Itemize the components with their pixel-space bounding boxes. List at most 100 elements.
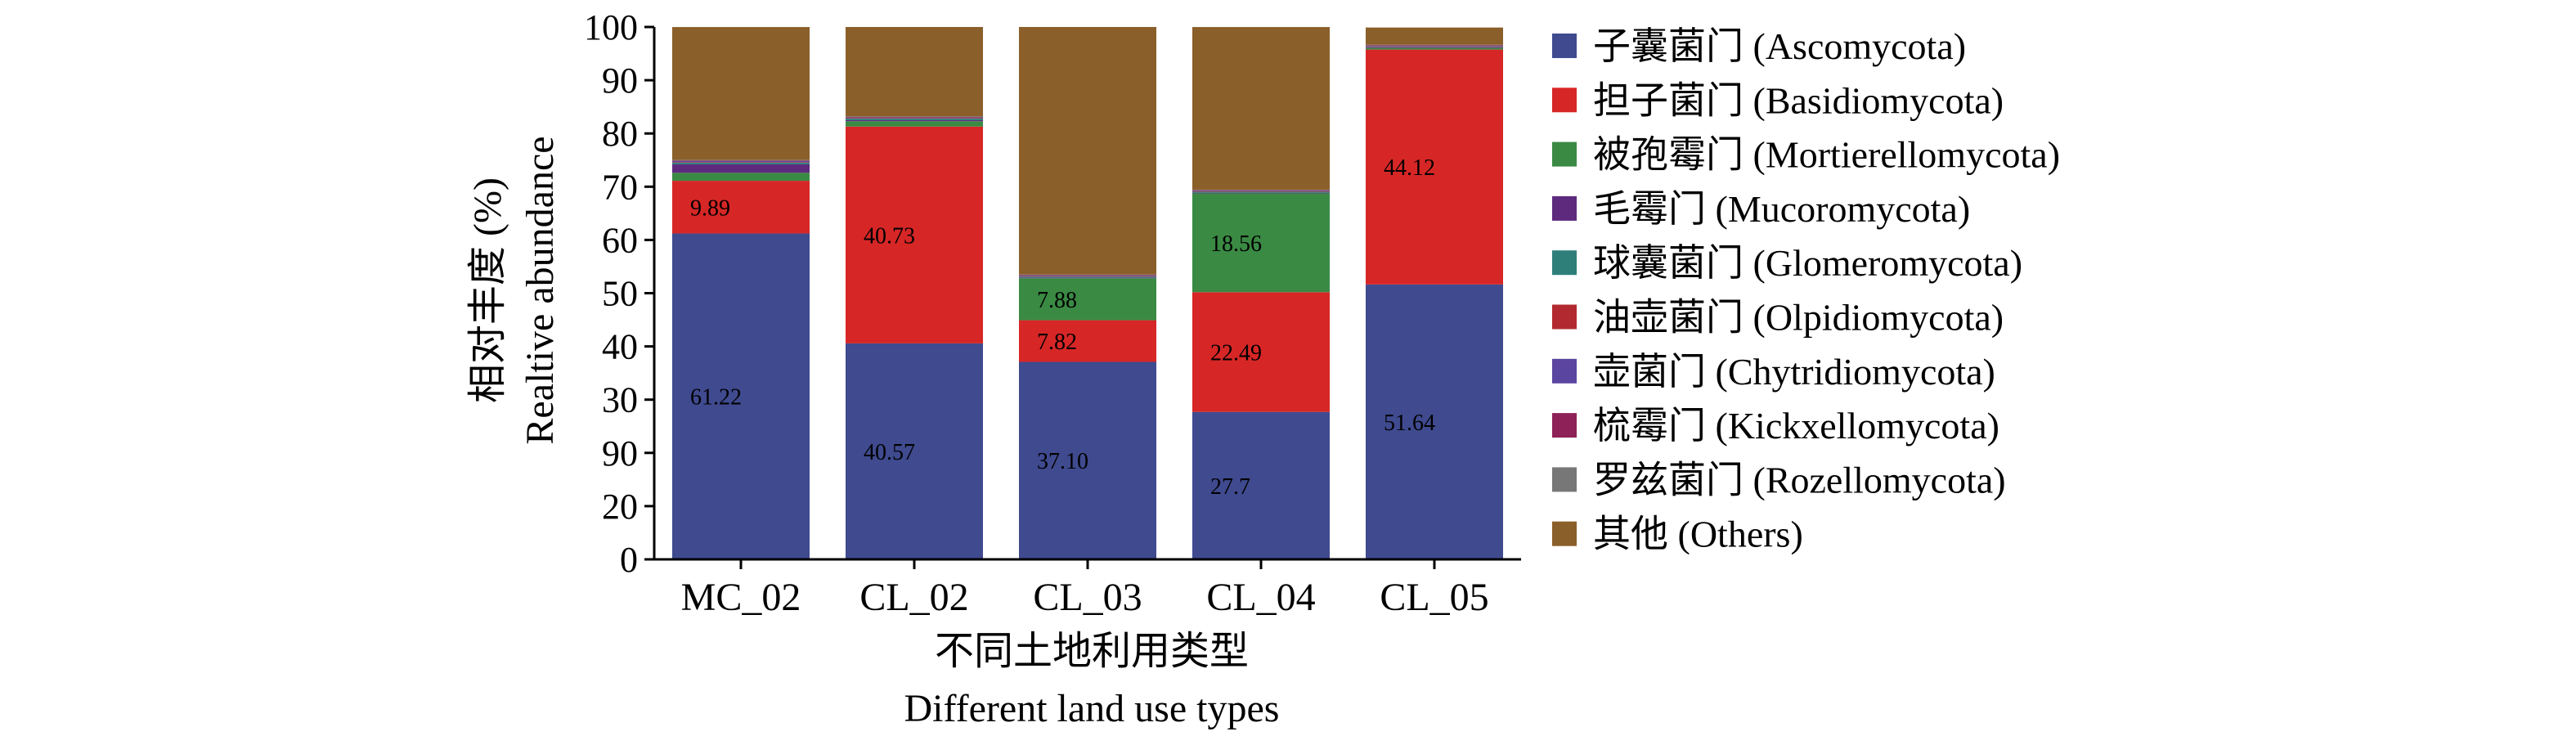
bar-segment <box>846 343 983 559</box>
segment-value-label: 40.73 <box>864 223 915 249</box>
x-tick-label: CL_05 <box>1380 576 1488 619</box>
bar-segment <box>1366 47 1503 50</box>
bar-segment <box>672 160 810 161</box>
y-tick-label: 0 <box>620 540 638 580</box>
segment-value-label: 7.82 <box>1037 330 1077 355</box>
bar-segment <box>1019 320 1156 362</box>
legend-label: 毛霉门 (Mucoromycota) <box>1593 188 1970 230</box>
bar-segment <box>672 160 810 163</box>
segment-value-label: 40.57 <box>864 440 915 465</box>
axes: MC_02 CL_02 CL_03 CL_04 CL_05 0 20 90 30 40 50 60 70… <box>584 7 1521 619</box>
x-tick-label: CL_02 <box>859 576 968 619</box>
x-axis-title-en: Different land use types <box>904 687 1280 730</box>
bar-segment <box>1366 44 1503 46</box>
segment-value-label: 37.10 <box>1037 449 1088 474</box>
y-tick-label: 80 <box>602 114 638 154</box>
bar-segment <box>1192 27 1330 190</box>
bar-segment <box>672 233 810 559</box>
legend-label: 子囊菌门 (Ascomycota) <box>1593 25 1966 67</box>
y-tick-label: 40 <box>602 327 638 367</box>
bar-segment <box>1192 191 1330 192</box>
bar-segment <box>846 118 983 119</box>
bar-segment <box>1366 46 1503 47</box>
x-tick-label: MC_02 <box>681 576 801 619</box>
bar-segment <box>846 121 983 127</box>
bar-segment <box>672 162 810 163</box>
legend-swatch <box>1552 358 1577 384</box>
y-tick-label: 20 <box>602 487 638 527</box>
y-tick-label: 30 <box>602 380 638 420</box>
legend-swatch <box>1552 195 1577 221</box>
bar-segment <box>1366 45 1503 47</box>
bar-segment <box>846 116 983 118</box>
bar-segment <box>1192 191 1330 193</box>
legend-label: 担子菌门 (Basidiomycota) <box>1593 79 2004 121</box>
legend-label: 油壶菌门 (Olpidiomycota) <box>1593 297 2004 339</box>
legend-swatch <box>1552 521 1577 546</box>
bar-segment <box>1019 274 1156 276</box>
segment-value-label: 7.88 <box>1037 288 1077 313</box>
bar-segment <box>1366 27 1503 45</box>
legend-label: 梳霉门 (Kickxellomycota) <box>1593 405 1999 447</box>
legend-swatch <box>1552 34 1577 58</box>
bar-segment <box>846 117 983 119</box>
legend-swatch <box>1552 250 1577 276</box>
segment-value-label: 61.22 <box>690 385 742 411</box>
bar-segment <box>1192 193 1330 293</box>
bar-segment <box>1019 278 1156 321</box>
segment-value-label: 44.12 <box>1384 155 1435 181</box>
legend: 子囊菌门 (Ascomycota) 担子菌门 (Basidiomycota) 被孢霉… <box>1552 25 2060 555</box>
bar-segment <box>672 181 810 234</box>
bar-segment <box>1019 276 1156 278</box>
y-tick-label: 70 <box>602 167 638 207</box>
bar-segment <box>672 173 810 182</box>
segment-value-label: 18.56 <box>1210 231 1262 257</box>
bar-segment <box>1019 277 1156 279</box>
y-axis-title-cn: 相对丰度 (%) <box>466 177 509 403</box>
legend-label: 被孢霉门 (Mortierellomycota) <box>1593 134 2060 176</box>
bar-segment <box>1192 411 1330 559</box>
segment-value-label: 27.7 <box>1210 474 1250 500</box>
bar-segment <box>1019 361 1156 559</box>
legend-swatch <box>1552 88 1577 113</box>
bar-segment <box>1366 284 1503 559</box>
legend-swatch <box>1552 413 1577 438</box>
segment-labels: 61.22 9.89 40.57 40.73 37.10 7.82 7.88 27.7 22.4… <box>690 155 1435 500</box>
bar-stacks <box>672 27 1503 559</box>
segment-value-label: 22.49 <box>1210 340 1262 366</box>
bar-segment <box>672 162 810 164</box>
y-tick-label: 90 <box>602 61 638 101</box>
bar-segment <box>846 27 983 117</box>
x-tick-label: CL_03 <box>1033 576 1142 619</box>
legend-swatch <box>1552 141 1577 167</box>
y-tick-label: 90 <box>602 433 638 473</box>
x-tick-label: CL_04 <box>1206 576 1315 619</box>
bar-segment <box>1019 275 1156 276</box>
bar-segment <box>846 126 983 343</box>
legend-label: 球囊菌门 (Glomeromycota) <box>1593 242 2022 284</box>
y-tick-label: 50 <box>602 274 638 314</box>
bar-segment <box>846 119 983 122</box>
bar-segment <box>672 164 810 173</box>
legend-label: 壶菌门 (Chytridiomycota) <box>1593 351 1995 393</box>
bar-segment <box>672 27 810 160</box>
legend-swatch <box>1552 304 1577 330</box>
bar-segment <box>1366 47 1503 48</box>
bar-segment <box>846 117 983 118</box>
segment-value-label: 9.89 <box>690 195 730 221</box>
bar-segment <box>672 159 810 161</box>
bar-segment <box>1366 49 1503 285</box>
legend-label: 罗兹菌门 (Rozellomycota) <box>1593 459 2006 500</box>
bar-segment <box>1192 292 1330 412</box>
y-tick-label: 60 <box>602 220 638 260</box>
legend-swatch <box>1552 467 1577 492</box>
bar-segment <box>1019 27 1156 275</box>
x-axis-title-cn: 不同土地利用类型 <box>935 630 1249 673</box>
bar-segment <box>1019 276 1156 277</box>
bar-segment <box>846 118 983 120</box>
legend-label: 其他 (Others) <box>1593 514 1803 555</box>
bar-segment <box>1192 189 1330 191</box>
segment-value-label: 51.64 <box>1384 411 1435 436</box>
y-axis-title-en: Realtive abundance <box>518 136 562 444</box>
